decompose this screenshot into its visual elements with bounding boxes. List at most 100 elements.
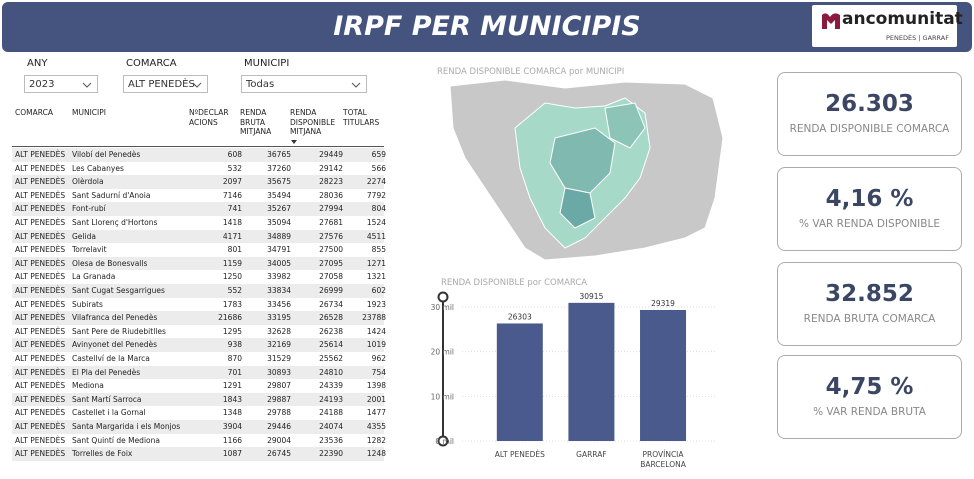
table-cell: 26999 — [319, 286, 343, 295]
table-cell: Mediona — [72, 381, 104, 391]
kpi-label: % VAR RENDA DISPONIBLE — [799, 218, 940, 230]
table-cell: 24810 — [319, 367, 343, 377]
table-cell: ALT PENEDÈS — [15, 449, 66, 459]
table-cell: 35494 — [267, 190, 291, 200]
table-cell: ALT PENEDÈS — [15, 326, 66, 336]
dropdown[interactable]: Todas — [241, 75, 367, 93]
row-stripe — [12, 229, 384, 244]
header-rule — [12, 146, 384, 147]
data-label: 29319 — [651, 299, 675, 308]
table-cell: 1250 — [222, 272, 242, 282]
table-cell: ALT PENEDÈS — [15, 313, 66, 323]
row-stripe — [12, 311, 384, 325]
table-cell: 1282 — [366, 435, 386, 445]
y-tick-label: 30 mil — [431, 303, 454, 312]
table-cell: 701 — [227, 367, 242, 377]
table-cell: Castellet i la Gornal — [72, 408, 146, 418]
table-cell: 34005 — [267, 258, 291, 268]
table-cell: ALT PENEDÈS — [15, 245, 66, 255]
table-cell: 552 — [227, 286, 242, 295]
column-header: MITJANA — [240, 127, 272, 136]
y-tick-label: 0 mil — [435, 437, 454, 446]
table-cell: 33195 — [267, 313, 291, 323]
table-cell: ALT PENEDÈS — [15, 422, 66, 431]
row-stripe — [12, 148, 384, 162]
page-title: IRPF PER MUNICIPIS — [333, 11, 641, 42]
table-cell: Sant Pere de Riudebitlles — [72, 326, 166, 336]
table-cell: ALT PENEDÈS — [15, 299, 66, 309]
kpi-card: 32.852 RENDA BRUTA COMARCA — [777, 262, 962, 346]
table-cell: 35267 — [267, 204, 291, 214]
table-cell: 31529 — [267, 354, 291, 363]
column-header: ACIONS — [189, 117, 218, 127]
map-title: RENDA DISPONIBLE COMARCA por MUNICIPI — [437, 67, 625, 77]
table-cell: 870 — [227, 354, 242, 363]
table-cell: Gelida — [72, 231, 96, 241]
kpi-label: RENDA DISPONIBLE COMARCA — [789, 123, 950, 135]
table-cell: Vilobí del Penedès — [72, 150, 141, 159]
chart-title: RENDA DISPONIBLE por COMARCA — [441, 278, 588, 288]
table-cell: 801 — [227, 245, 242, 255]
bar — [568, 302, 615, 441]
table-cell: 24074 — [319, 422, 343, 431]
table-cell: Olesa de Bonesvalls — [72, 258, 148, 268]
table-cell: 29446 — [267, 422, 291, 431]
bar — [640, 309, 687, 441]
table-cell: 28036 — [319, 190, 343, 200]
column-header: BRUTA — [240, 117, 265, 127]
table-cell: Torrelles de Foix — [72, 449, 133, 459]
table-cell: 23536 — [319, 435, 343, 445]
dropdown[interactable]: ALT PENEDÈS — [123, 75, 208, 93]
table-cell: 32628 — [267, 326, 291, 336]
table-cell: 1321 — [366, 272, 386, 282]
table-cell: 608 — [227, 150, 242, 159]
table-cell: 1291 — [222, 381, 242, 391]
table-cell: 21686 — [218, 313, 242, 323]
table-cell: 27994 — [319, 204, 343, 214]
table-cell: 2097 — [222, 177, 242, 187]
table-cell: 23788 — [362, 313, 386, 323]
slider-handle[interactable] — [437, 435, 449, 447]
table-cell: ALT PENEDÈS — [15, 177, 66, 187]
column-header: MITJANA — [290, 127, 322, 136]
x-tick-label: ALT PENEDÈS — [494, 450, 545, 459]
dropdown[interactable]: 2023 — [24, 75, 98, 93]
table-cell: ALT PENEDÈS — [15, 258, 66, 268]
table-cell: 1923 — [366, 299, 386, 309]
map — [449, 79, 724, 261]
data-label: 30915 — [579, 292, 603, 301]
sort-indicator — [291, 140, 297, 144]
table-cell: 27681 — [319, 218, 343, 227]
table-cell: 1348 — [222, 408, 242, 418]
table-cell: 35094 — [267, 218, 291, 227]
row-stripe — [12, 284, 384, 298]
table-cell: ALT PENEDÈS — [15, 218, 66, 227]
row-stripe — [12, 175, 384, 189]
table-cell: ALT PENEDÈS — [15, 272, 66, 282]
table-cell: ALT PENEDÈS — [15, 394, 66, 404]
table-cell: 26528 — [319, 313, 343, 323]
table-cell: ALT PENEDÈS — [15, 381, 66, 391]
data-label: 26303 — [508, 312, 532, 321]
kpi-label: RENDA BRUTA COMARCA — [803, 313, 936, 325]
row-stripe — [12, 365, 384, 380]
table-cell: 32169 — [267, 340, 291, 350]
table-cell: 1166 — [222, 435, 242, 445]
table-cell: Olèrdola — [72, 177, 104, 187]
table-cell: 29788 — [267, 408, 291, 418]
table-cell: 1248 — [366, 449, 386, 459]
table-cell: 27058 — [319, 272, 343, 282]
table-cell: Sant Martí Sarroca — [72, 394, 142, 404]
logo-subtitle: PENEDÈS | GARRAF — [886, 34, 949, 42]
table-cell: 4171 — [222, 231, 242, 241]
table-cell: 1295 — [222, 326, 242, 336]
table-cell: 804 — [371, 204, 386, 214]
logo-name: ancomunitat — [842, 9, 963, 29]
table-cell: ALT PENEDÈS — [15, 286, 66, 295]
slider-handle[interactable] — [437, 291, 449, 303]
table-cell: ALT PENEDÈS — [15, 231, 66, 241]
column-header: NºDECLAR — [189, 108, 229, 117]
map-region — [549, 127, 616, 194]
table-cell: Sant Quintí de Mediona — [72, 435, 160, 445]
